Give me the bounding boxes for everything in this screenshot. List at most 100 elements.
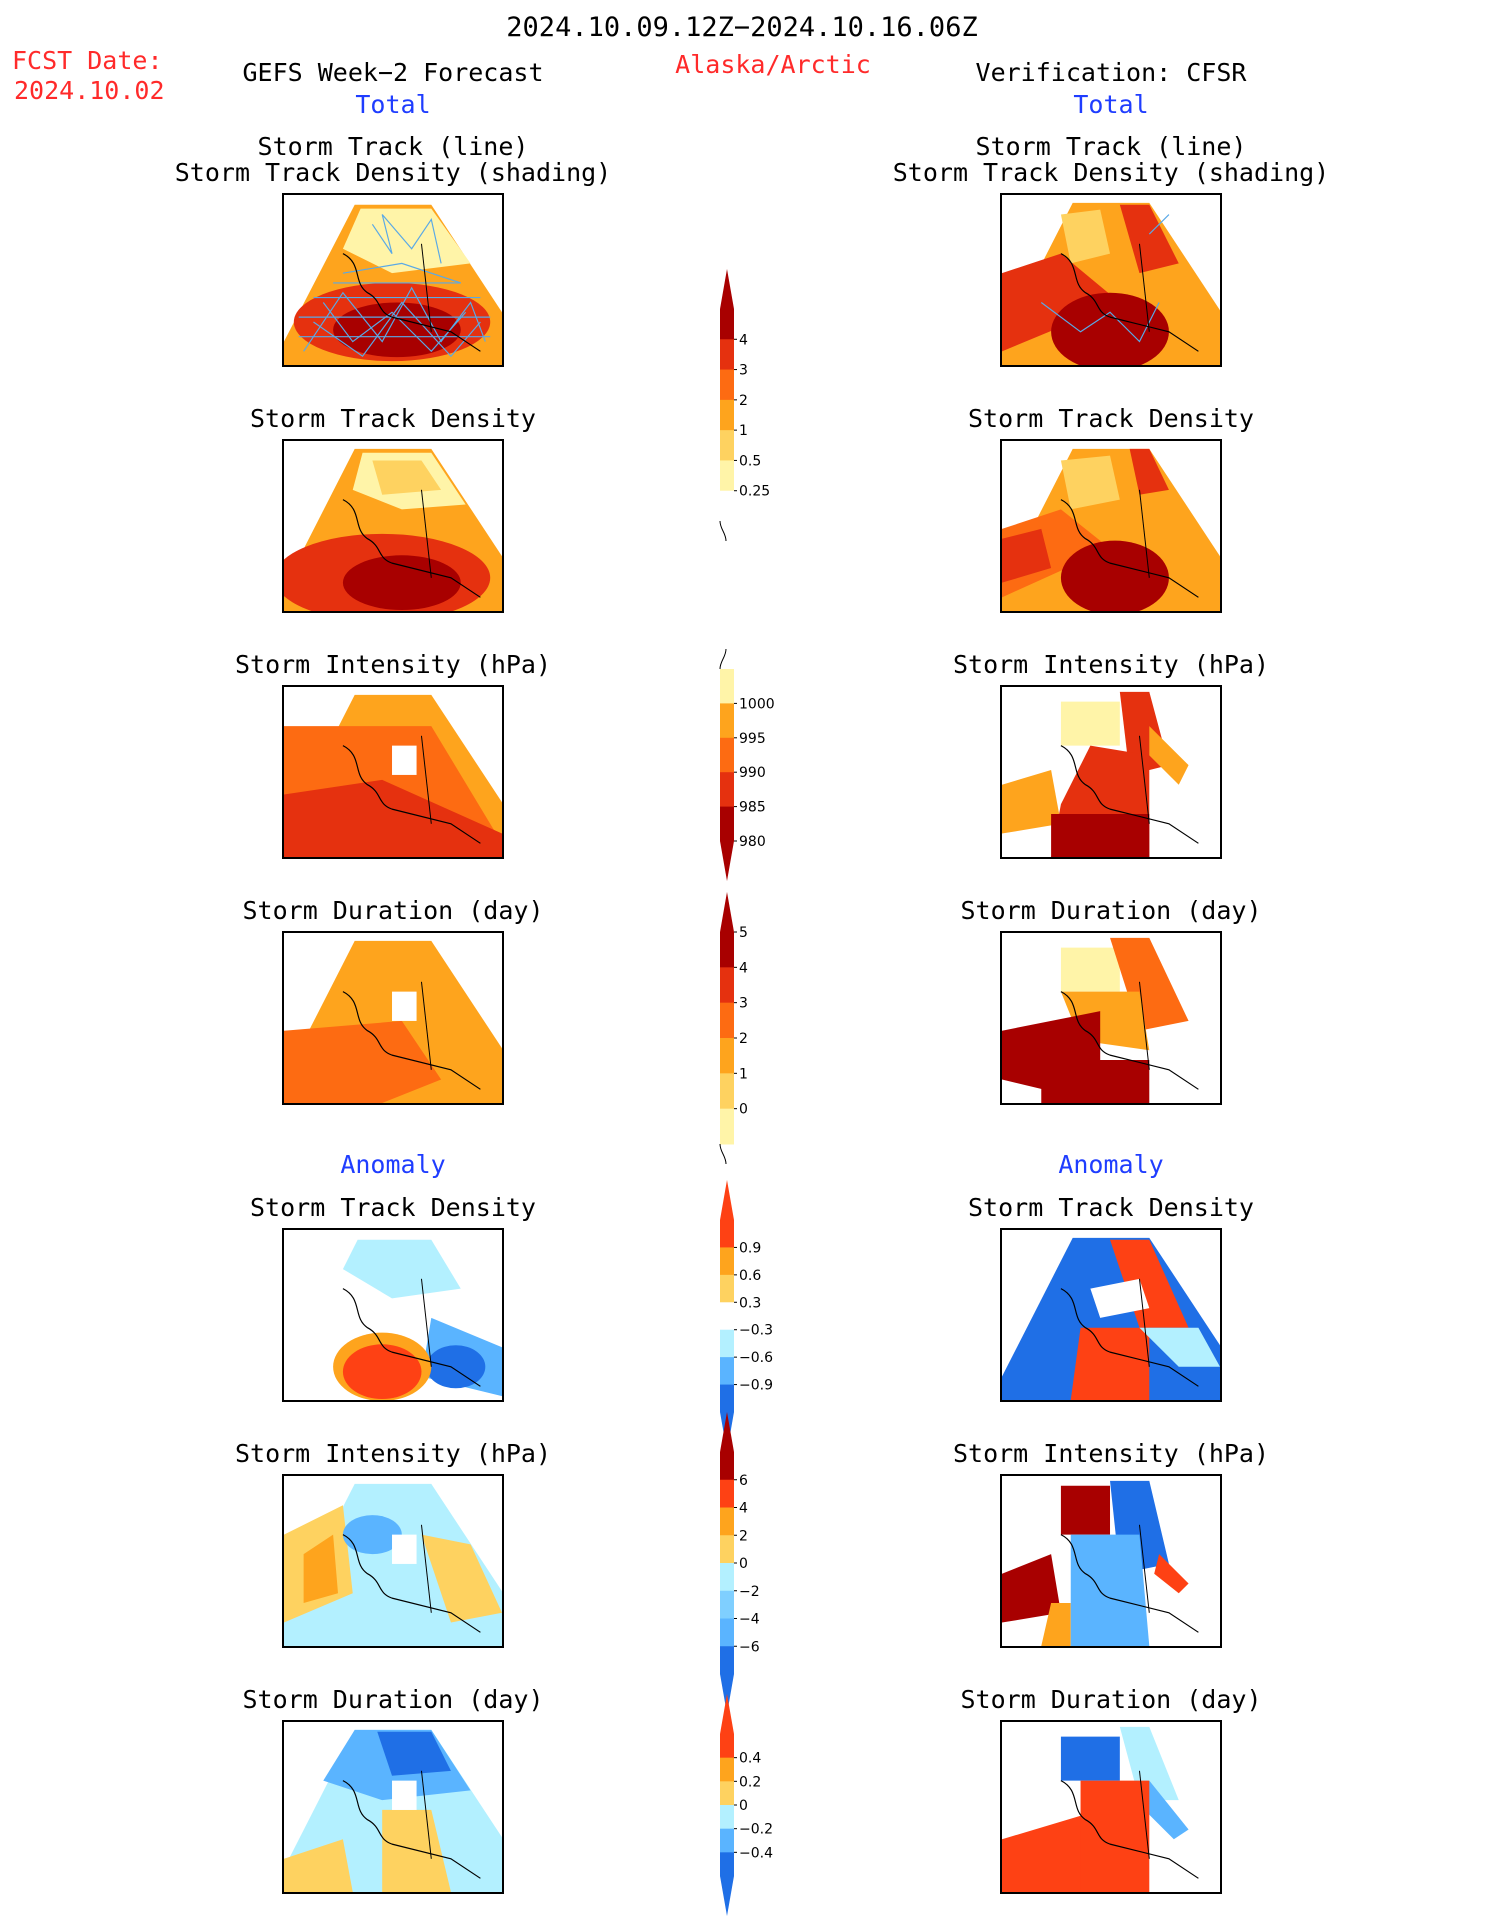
colorbar-tick-label: 0 (739, 1102, 748, 1118)
colorbar-tick-label: −6 (739, 1639, 760, 1655)
colorbar-tick-label: −0.3 (739, 1323, 773, 1339)
colorbar-tick-label: 5 (739, 925, 748, 941)
colorbar-tick-label: −0.6 (739, 1350, 773, 1366)
left-total-label: Total (355, 90, 431, 119)
colorbar-segment (720, 1563, 734, 1592)
right-intensity-map (1000, 685, 1222, 859)
right-anom-intensity-map (1000, 1474, 1222, 1648)
colorbar-tick-label: 4 (739, 1501, 748, 1517)
colorbar-segment (720, 1646, 734, 1675)
colorbar-segment (720, 932, 734, 968)
colorbar-segment (720, 1073, 734, 1110)
colorbar-segment (720, 369, 734, 401)
colorbar-segment (720, 460, 734, 492)
left-anom-duration-title: Storm Duration (day) (242, 1685, 544, 1714)
colorbar-segment (720, 1618, 734, 1647)
right-total-label: Total (1073, 90, 1149, 119)
colorbar-tick-label: 0 (739, 1556, 748, 1572)
colorbar-segment (720, 669, 734, 704)
colorbar-tick-label: 0.2 (739, 1774, 761, 1790)
colorbar-segment (720, 1535, 734, 1564)
right-track-line-title: Storm Track (line) (975, 132, 1247, 161)
colorbar-segment (720, 309, 734, 340)
colorbar-tick-label: 0.4 (739, 1751, 761, 1767)
colorbar-tail (719, 520, 727, 542)
right-anom-density-title: Storm Track Density (968, 1193, 1254, 1222)
colorbar-segment (720, 1452, 734, 1481)
colorbar-segment (720, 1108, 734, 1145)
colorbar-tail (719, 648, 727, 670)
left-intensity-title: Storm Intensity (hPa) (234, 650, 552, 679)
colorbar-segment (720, 339, 734, 371)
right-density-title: Storm Track Density (968, 404, 1254, 433)
colorbar-duration-total: 0 1 2 3 4 5 (719, 888, 800, 1168)
right-duration-title: Storm Duration (day) (960, 896, 1262, 925)
colorbar-tick-label: 980 (739, 834, 766, 850)
right-anom-density-map (1000, 1228, 1222, 1402)
colorbar-intensity-anom: 6 4 2 0 −2 −4 −6 (720, 1408, 800, 1718)
fcst-date-value: 2024.10.02 (14, 76, 165, 105)
colorbar-tick-label: 3 (739, 363, 748, 379)
left-anom-duration-map (282, 1720, 504, 1894)
colorbar-duration-total-svg: 0 1 2 3 4 5 (719, 892, 748, 1165)
colorbar-tick-label: 0.5 (739, 453, 761, 469)
forecast-period: 2024.10.09.12Z−2024.10.16.06Z (506, 12, 978, 43)
colorbar-segment (720, 1507, 734, 1536)
colorbar-arrow-top (720, 892, 734, 932)
colorbar-arrow-bottom (720, 841, 734, 881)
left-density-title: Storm Track Density (250, 404, 536, 433)
colorbar-segment (720, 1247, 734, 1276)
colorbar-segment (720, 1828, 734, 1853)
colorbar-segment (720, 1038, 734, 1074)
left-anomaly-label: Anomaly (340, 1150, 446, 1179)
right-intensity-title: Storm Intensity (hPa) (952, 650, 1270, 679)
left-intensity-map (282, 685, 504, 859)
colorbar-tick-label: 995 (739, 731, 766, 747)
right-track-map (1000, 193, 1222, 367)
colorbar-tick-label: 1 (739, 1066, 748, 1082)
colorbar-density-anom-svg: 0.9 0.6 0.3 −0.3 −0.6 −0.9 (720, 1180, 773, 1452)
colorbar-tick-label: −2 (739, 1584, 760, 1600)
left-duration-title: Storm Duration (day) (242, 896, 544, 925)
colorbar-tick-label: 6 (739, 1473, 748, 1489)
colorbar-intensity-anom-svg: 6 4 2 0 −2 −4 −6 (720, 1412, 760, 1714)
colorbar-segment (720, 1852, 734, 1877)
colorbar-segment (720, 399, 734, 431)
colorbar-density-total-svg: 0.25 0.5 1 2 3 4 (719, 269, 770, 542)
colorbar-density-total: 0.25 0.5 1 2 3 4 (719, 265, 800, 545)
colorbar-arrow-top (720, 1412, 734, 1452)
colorbar-segment (720, 1805, 734, 1830)
right-duration-map (1000, 931, 1222, 1105)
colorbar-segment (720, 1302, 734, 1331)
colorbar-duration-anom: 0.4 0.2 0 −0.2 −0.4 (720, 1690, 800, 1920)
colorbar-segment (720, 703, 734, 739)
colorbar-segment (720, 1781, 734, 1806)
colorbar-segment (720, 1384, 734, 1413)
left-track-shading-title: Storm Track Density (shading) (174, 158, 612, 187)
left-density-map (282, 439, 504, 613)
colorbar-tick-label: 2 (739, 1031, 748, 1047)
colorbar-tick-label: −4 (739, 1612, 760, 1628)
colorbar-arrow-top (720, 269, 734, 309)
colorbar-tail (719, 1143, 727, 1165)
right-model-title: Verification: CFSR (975, 58, 1247, 87)
colorbar-segment (720, 737, 734, 773)
colorbar-segment (720, 1357, 734, 1386)
colorbar-tick-label: 0.25 (739, 484, 770, 500)
left-anom-intensity-title: Storm Intensity (hPa) (234, 1439, 552, 1468)
colorbar-tick-label: 1000 (739, 696, 775, 712)
colorbar-tick-label: −0.2 (739, 1822, 773, 1838)
colorbar-segment (720, 490, 734, 522)
left-anom-density-map (282, 1228, 504, 1402)
colorbar-tick-label: −0.9 (739, 1378, 773, 1394)
left-track-map (282, 193, 504, 367)
colorbar-segment (720, 1274, 734, 1303)
region-title: Alaska/Arctic (675, 50, 871, 79)
right-anom-duration-title: Storm Duration (day) (960, 1685, 1262, 1714)
colorbar-arrow-top (720, 1694, 734, 1734)
colorbar-duration-anom-svg: 0.4 0.2 0 −0.2 −0.4 (720, 1694, 773, 1916)
colorbar-tick-label: 2 (739, 393, 748, 409)
colorbar-tick-label: 990 (739, 765, 766, 781)
colorbar-tick-label: 4 (739, 960, 748, 976)
colorbar-tick-label: 0.6 (739, 1268, 761, 1284)
